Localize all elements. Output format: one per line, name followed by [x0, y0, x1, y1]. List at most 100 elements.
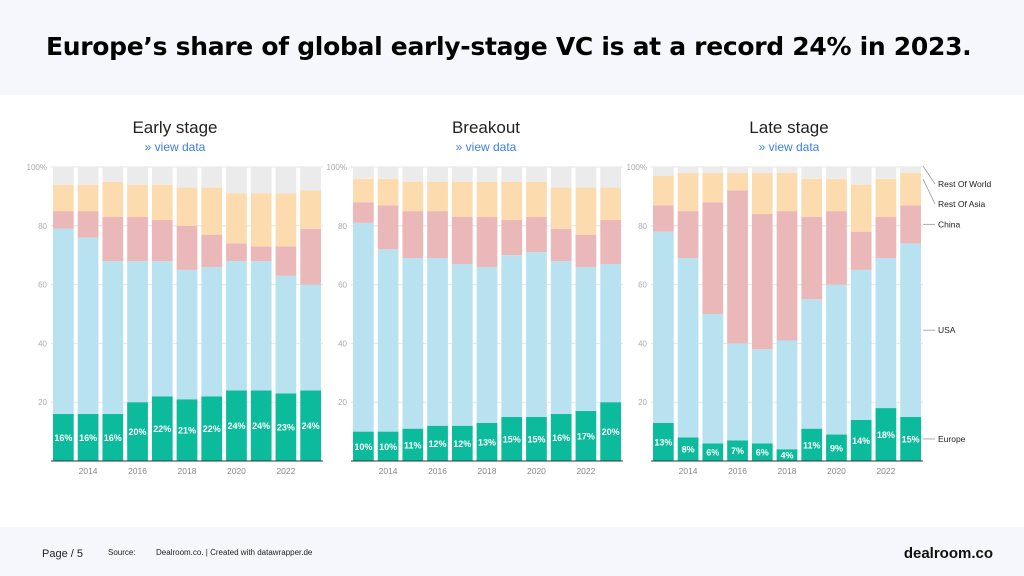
bar-segment-rest-of-world [826, 167, 847, 179]
data-label: 23% [277, 423, 295, 433]
bar-segment-usa [751, 349, 773, 444]
bar-segment-china [776, 211, 798, 341]
data-label: 14% [852, 436, 870, 446]
data-label: 6% [756, 448, 769, 458]
bar-segment-china [402, 211, 424, 259]
view-data-link-breakout[interactable]: » view data [455, 140, 517, 154]
bar-segment-rest-of-asia [501, 181, 523, 220]
bar-segment-china [427, 211, 448, 259]
data-label: 11% [404, 440, 422, 450]
y-tick-label: 80 [638, 222, 647, 231]
bar-segment-usa [702, 314, 724, 444]
bar-segment-usa [727, 343, 748, 441]
y-tick-label: 80 [38, 222, 47, 231]
bar-segment-europe [575, 411, 597, 461]
bar-segment-china [677, 211, 699, 259]
bar-segment-china [353, 202, 374, 223]
bar-segment-rest-of-world [300, 167, 321, 191]
bar-segment-europe [850, 419, 872, 461]
legend-label-rest-of-world: Rest Of World [938, 179, 991, 189]
bar-segment-rest-of-world [677, 167, 699, 173]
bar-segment-china [377, 205, 399, 250]
bar-segment-usa [176, 269, 198, 400]
bar-segment-rest-of-world [653, 167, 674, 176]
data-label: 10% [379, 442, 397, 452]
bar-segment-europe [653, 422, 674, 461]
y-tick-label: 20 [638, 398, 647, 407]
bar-segment-china [801, 216, 823, 300]
bar-segment-rest-of-asia [300, 190, 321, 229]
x-tick-label: 2022 [876, 466, 895, 476]
y-tick-label: 40 [638, 339, 647, 348]
bar-segment-rest-of-world [550, 167, 572, 188]
x-tick-label: 2016 [428, 466, 447, 476]
bar-segment-rest-of-asia [250, 193, 272, 247]
x-tick-label: 2014 [679, 466, 698, 476]
data-label: 16% [104, 433, 122, 443]
bar-segment-china [501, 219, 523, 256]
page-title: Europe’s share of global early-stage VC … [46, 32, 972, 61]
x-tick-label: 2018 [178, 466, 197, 476]
bar-segment-usa [900, 243, 921, 417]
data-label: 15% [902, 434, 920, 444]
bar-segment-europe [102, 413, 124, 461]
data-label: 22% [153, 424, 171, 434]
y-tick-label: 100% [627, 163, 647, 172]
bar-segment-europe [176, 399, 198, 461]
bar-segment-usa [653, 231, 674, 423]
bar-segment-europe [53, 413, 74, 461]
bar-segment-rest-of-asia [127, 184, 148, 217]
y-tick-label: 60 [638, 281, 647, 290]
bar-segment-rest-of-asia [801, 178, 823, 217]
bar-segment-usa [402, 258, 424, 429]
bar-segment-china [451, 216, 473, 265]
bar-segment-china [550, 228, 572, 262]
bar-segment-rest-of-world [151, 167, 173, 185]
bar-segment-rest-of-asia [850, 184, 872, 232]
bar-segment-usa [451, 264, 473, 426]
bar-segment-europe [702, 443, 724, 461]
bar-segment-europe [226, 390, 247, 461]
bar-segment-europe [801, 428, 823, 461]
bar-segment-usa [151, 261, 173, 397]
bar-segment-usa [850, 269, 872, 420]
x-tick-label: 2016 [728, 466, 747, 476]
data-label: 12% [453, 439, 471, 449]
x-tick-label: 2020 [827, 466, 846, 476]
bar-segment-rest-of-world [353, 167, 374, 179]
y-tick-label: 60 [338, 281, 347, 290]
bar-segment-china [151, 219, 173, 262]
data-label: 24% [227, 421, 245, 431]
bar-segment-rest-of-asia [600, 187, 621, 220]
x-tick-label: 2018 [778, 466, 797, 476]
source-label: Source: [108, 548, 136, 557]
legend-label-china: China [938, 219, 960, 229]
data-label: 21% [178, 426, 196, 436]
data-label: 16% [54, 433, 72, 443]
bar-segment-rest-of-world [275, 167, 297, 194]
bar-segment-china [727, 190, 748, 344]
bar-segment-europe [377, 431, 399, 461]
page-number: Page / 5 [42, 548, 83, 560]
bar-segment-usa [875, 258, 897, 409]
bar-segment-rest-of-asia [77, 184, 99, 212]
data-label: 18% [877, 430, 895, 440]
bar-segment-usa [801, 299, 823, 429]
view-data-link-early-stage[interactable]: » view data [144, 140, 206, 154]
bar-segment-rest-of-asia [427, 181, 448, 212]
x-tick-label: 2020 [527, 466, 546, 476]
footer-band [0, 527, 1024, 576]
bar-segment-china [275, 246, 297, 276]
bar-segment-china [226, 243, 247, 262]
bar-segment-rest-of-world [377, 167, 399, 179]
bar-segment-europe [826, 434, 847, 461]
header-band [0, 0, 1024, 95]
x-tick-label: 2022 [276, 466, 295, 476]
bar-segment-rest-of-world [53, 167, 74, 185]
bar-segment-china [77, 211, 99, 238]
bar-segment-rest-of-asia [526, 181, 547, 217]
bar-segment-rest-of-world [127, 167, 148, 185]
view-data-link-late-stage[interactable]: » view data [758, 140, 820, 154]
bar-segment-europe [402, 428, 424, 461]
